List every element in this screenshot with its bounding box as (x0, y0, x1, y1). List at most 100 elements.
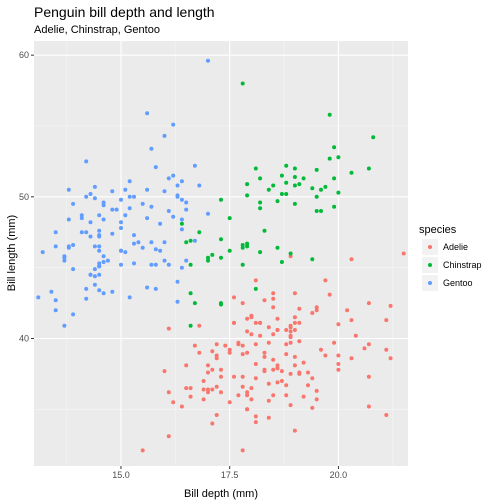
data-point (245, 393, 250, 398)
data-point (206, 370, 210, 375)
data-point (179, 179, 184, 184)
data-point (206, 255, 210, 260)
data-point (158, 248, 163, 253)
data-point (323, 278, 328, 283)
y-tick-label: 50 (19, 192, 29, 202)
data-point (210, 252, 215, 257)
data-point (197, 350, 202, 355)
data-point (119, 197, 123, 202)
data-point (92, 267, 97, 272)
data-point (258, 206, 263, 211)
data-point (349, 356, 354, 361)
data-point (219, 374, 223, 379)
data-point (92, 196, 97, 201)
data-point (192, 163, 197, 168)
data-point (275, 366, 280, 371)
data-point (253, 166, 258, 171)
data-point (336, 367, 341, 372)
data-point (292, 320, 297, 325)
data-point (214, 356, 219, 361)
data-point (62, 254, 67, 259)
data-point (136, 240, 141, 245)
data-point (162, 133, 167, 138)
data-point (206, 211, 210, 216)
chart-subtitle: Adelie, Chinstrap, Gentoo (34, 24, 160, 36)
data-point (197, 183, 202, 188)
data-point (214, 384, 219, 389)
data-point (201, 387, 206, 392)
data-point (210, 421, 215, 426)
data-point (258, 333, 263, 338)
data-point (179, 404, 184, 409)
data-point (88, 192, 93, 196)
data-point (314, 167, 319, 172)
data-point (310, 376, 315, 381)
data-point (97, 288, 102, 293)
data-point (153, 247, 158, 252)
data-point (253, 278, 258, 283)
data-point (219, 390, 223, 395)
data-point (101, 203, 106, 208)
data-point (188, 291, 193, 296)
data-point (275, 245, 280, 250)
data-point (175, 279, 180, 284)
data-point (284, 192, 289, 196)
major-gridlines (34, 41, 408, 466)
data-point (84, 230, 89, 235)
data-point (219, 197, 223, 202)
data-point (240, 352, 245, 357)
data-point (301, 176, 306, 181)
data-point (210, 349, 215, 354)
data-point (166, 262, 171, 267)
plot-panel (34, 41, 408, 466)
data-point (123, 250, 128, 255)
data-point (223, 343, 228, 348)
data-point (271, 305, 276, 310)
series-adelie (140, 251, 406, 453)
data-point (292, 428, 297, 433)
data-point (145, 111, 150, 116)
data-point (236, 393, 241, 398)
data-point (206, 58, 210, 63)
data-point (253, 286, 258, 291)
data-point (258, 200, 263, 205)
data-point (240, 384, 245, 389)
data-point (214, 342, 219, 347)
data-point (253, 414, 258, 419)
data-point (327, 156, 332, 161)
data-point (275, 363, 280, 368)
data-point (271, 296, 276, 301)
data-point (253, 320, 258, 325)
data-point (166, 326, 171, 331)
data-point (219, 301, 223, 306)
legend: species Adelie Chinstrap Gentoo (419, 224, 482, 291)
data-point (49, 289, 54, 294)
data-point (166, 434, 171, 439)
data-point (288, 371, 293, 376)
data-point (88, 272, 93, 277)
data-point (166, 176, 171, 181)
data-point (123, 187, 128, 192)
data-point (384, 413, 389, 417)
data-point (314, 308, 319, 313)
data-point (240, 245, 245, 250)
data-point (314, 388, 319, 393)
data-point (206, 258, 210, 263)
data-point (240, 301, 245, 306)
data-point (388, 303, 393, 308)
data-point (279, 260, 284, 264)
data-point (266, 415, 271, 420)
data-point (110, 289, 115, 294)
data-point (245, 316, 250, 321)
data-point (188, 394, 193, 399)
data-point (297, 182, 302, 187)
data-point (153, 165, 158, 170)
data-point (206, 390, 210, 395)
data-point (162, 258, 167, 263)
data-point (288, 403, 293, 408)
data-point (149, 146, 154, 151)
data-point (384, 318, 389, 323)
data-point (127, 295, 132, 300)
data-point (332, 204, 337, 209)
data-point (297, 339, 302, 344)
